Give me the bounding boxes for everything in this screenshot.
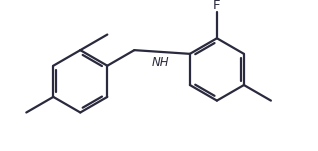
Text: F: F	[213, 0, 221, 12]
Text: NH: NH	[152, 56, 169, 69]
